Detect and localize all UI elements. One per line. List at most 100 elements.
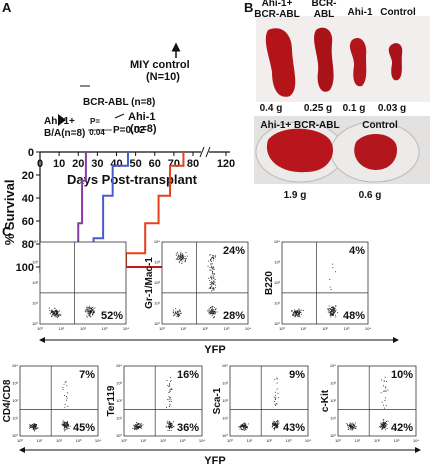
event-dot [30,425,32,426]
event-dot [294,315,296,317]
event-dot [216,311,218,313]
event-dot [53,313,55,315]
event-dot [300,311,302,313]
event-dot [297,311,299,313]
event-dot [332,308,334,310]
event-dot [169,384,171,386]
event-dot [332,263,334,265]
event-dot [334,310,336,312]
event-dot [244,428,246,430]
event-dot [383,404,384,406]
event-dot [347,428,349,430]
event-dot [89,311,90,313]
event-dot [272,422,273,424]
decade-label: 10⁴ [413,438,419,443]
event-dot [66,425,68,427]
event-dot [177,259,179,260]
event-dot [243,423,245,424]
event-dot [211,267,213,269]
event-dot [385,386,386,388]
event-dot [381,401,383,403]
event-dot [337,312,338,314]
event-dot [171,388,173,390]
event-dot [245,427,247,429]
event-dot [351,422,353,424]
event-dot [381,428,383,430]
event-dot [29,427,30,429]
event-dot [171,423,173,424]
event-dot [32,425,34,427]
x-axis-label: YFP [204,455,225,467]
event-dot [34,423,36,425]
event-dot [277,423,278,425]
event-dot [169,424,171,426]
event-dot [65,427,67,428]
event-dot [243,427,245,429]
event-dot [294,314,296,316]
event-dot [182,258,183,259]
sample-label: Ahi-1+ BCR-ABL [260,120,339,131]
event-dot [301,309,303,311]
event-dot [380,425,382,427]
event-dot [335,310,336,312]
event-dot [213,266,214,268]
event-dot [86,310,88,312]
event-dot [271,426,273,427]
quadrant-percent: 36% [177,422,199,434]
event-dot [245,429,247,431]
event-dot [384,421,386,423]
event-dot [64,422,66,424]
event-dot [332,306,333,308]
event-dot [51,309,53,311]
event-dot [379,426,380,428]
event-dot [170,377,172,378]
event-dot [84,310,86,312]
decade-label: 10² [202,326,208,331]
event-dot [59,314,61,316]
event-dot [29,425,31,427]
event-dot [273,425,275,426]
event-dot [171,426,172,428]
event-dot [213,278,215,279]
event-dot [245,424,246,426]
event-dot [64,430,66,432]
axis-break [199,146,205,158]
event-dot [329,286,331,288]
event-dot [133,427,135,429]
event-dot [292,313,294,315]
decade-label: 10⁴ [116,363,122,368]
sample-label: Control [380,7,416,18]
event-dot [32,427,34,429]
event-dot [276,382,278,384]
event-dot [380,392,382,394]
event-dot [213,311,215,313]
event-dot [68,425,69,427]
event-dot [170,424,172,426]
event-dot [244,426,246,428]
event-dot [170,426,171,428]
event-dot [212,311,214,313]
event-dot [382,424,384,426]
event-dot [299,312,301,313]
event-dot [273,423,275,424]
event-dot [133,424,135,426]
decade-label: 10⁰ [12,433,18,438]
event-dot [33,424,35,426]
event-dot [245,426,246,428]
event-dot [211,266,213,267]
x-axis-label: Days Post-transplant [67,172,198,187]
event-dot [175,254,177,256]
event-dot [215,308,217,310]
event-dot [65,381,67,383]
decade-label: 10³ [76,438,82,443]
event-dot [178,257,180,259]
event-dot [68,428,70,429]
event-dot [350,429,352,431]
decade-label: 10³ [102,326,108,331]
event-dot [209,307,211,308]
y-axis-label: B220 [264,271,275,295]
event-dot [355,425,357,427]
event-dot [85,309,87,311]
event-dot [335,314,336,316]
event-dot [293,315,295,317]
